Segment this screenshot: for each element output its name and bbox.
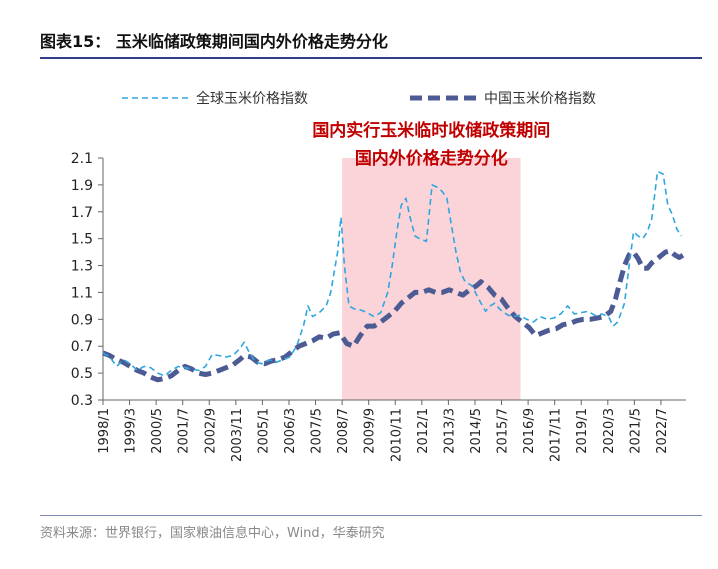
y-tick-label: 1.5: [71, 232, 93, 248]
x-tick-label: 2014/5: [469, 408, 484, 454]
y-tick-label: 0.3: [71, 393, 93, 409]
y-axis: 0.3 0.5 0.7 0.9 1.1 1.3 1.5 1.7 1.9 2.1: [71, 151, 104, 409]
policy-period-shading: [342, 158, 521, 400]
x-tick-label: 1998/1: [97, 408, 112, 454]
x-tick-label: 2021/5: [628, 408, 643, 454]
y-tick-label: 1.9: [71, 178, 93, 194]
x-tick-label: 2010/11: [389, 408, 404, 462]
x-tick-label: 1999/3: [124, 408, 139, 454]
x-tick-label: 2016/9: [522, 408, 537, 454]
series-line-china: [102, 248, 685, 383]
x-tick-label: 2020/3: [602, 408, 617, 454]
y-tick-label: 0.7: [71, 339, 93, 355]
x-tick-label: 2008/7: [336, 408, 351, 454]
x-tick-label: 2005/1: [256, 408, 271, 454]
legend: 全球玉米价格指数 中国玉米价格指数: [122, 90, 596, 107]
x-tick-label: 2012/1: [416, 408, 431, 454]
x-tick-label: 2000/5: [150, 408, 165, 454]
y-tick-label: 1.7: [71, 205, 93, 221]
chart-title: 图表15： 玉米临储政策期间国内外价格走势分化: [40, 32, 388, 51]
series-line-global: [102, 170, 683, 377]
y-tick-label: 1.3: [71, 259, 93, 275]
x-tick-label: 2001/7: [177, 408, 192, 454]
x-tick-label: 2015/7: [496, 408, 511, 454]
legend-label-china: 中国玉米价格指数: [484, 91, 596, 107]
y-tick-label: 1.1: [71, 285, 93, 301]
x-tick-label: 2006/3: [283, 408, 298, 454]
source-note: 资料来源：世界银行，国家粮油信息中心，Wind，华泰研究: [40, 526, 385, 541]
policy-annotation-line2: 国内外价格走势分化: [355, 148, 508, 169]
y-tick-label: 0.9: [71, 312, 93, 328]
legend-label-global: 全球玉米价格指数: [196, 90, 308, 107]
title-rule: [40, 57, 702, 59]
x-axis: 1998/1 1999/3 2000/5 2001/7 2002/9 2003/11 200…: [97, 399, 686, 462]
y-tick-label: 2.1: [71, 151, 93, 167]
x-tick-label: 2009/9: [363, 408, 378, 454]
x-tick-label: 2002/9: [203, 408, 218, 454]
x-tick-label: 2007/5: [310, 408, 325, 454]
policy-annotation-line1: 国内实行玉米临时收储政策期间: [312, 120, 550, 141]
y-tick-label: 0.5: [71, 366, 93, 382]
x-tick-label: 2019/1: [575, 408, 590, 454]
source-rule: [40, 515, 702, 516]
x-tick-label: 2003/11: [230, 408, 245, 462]
x-tick-label: 2013/3: [442, 408, 457, 454]
series-lines: [102, 170, 685, 383]
x-tick-label: 2022/7: [655, 408, 670, 454]
x-tick-label: 2017/11: [549, 408, 564, 462]
